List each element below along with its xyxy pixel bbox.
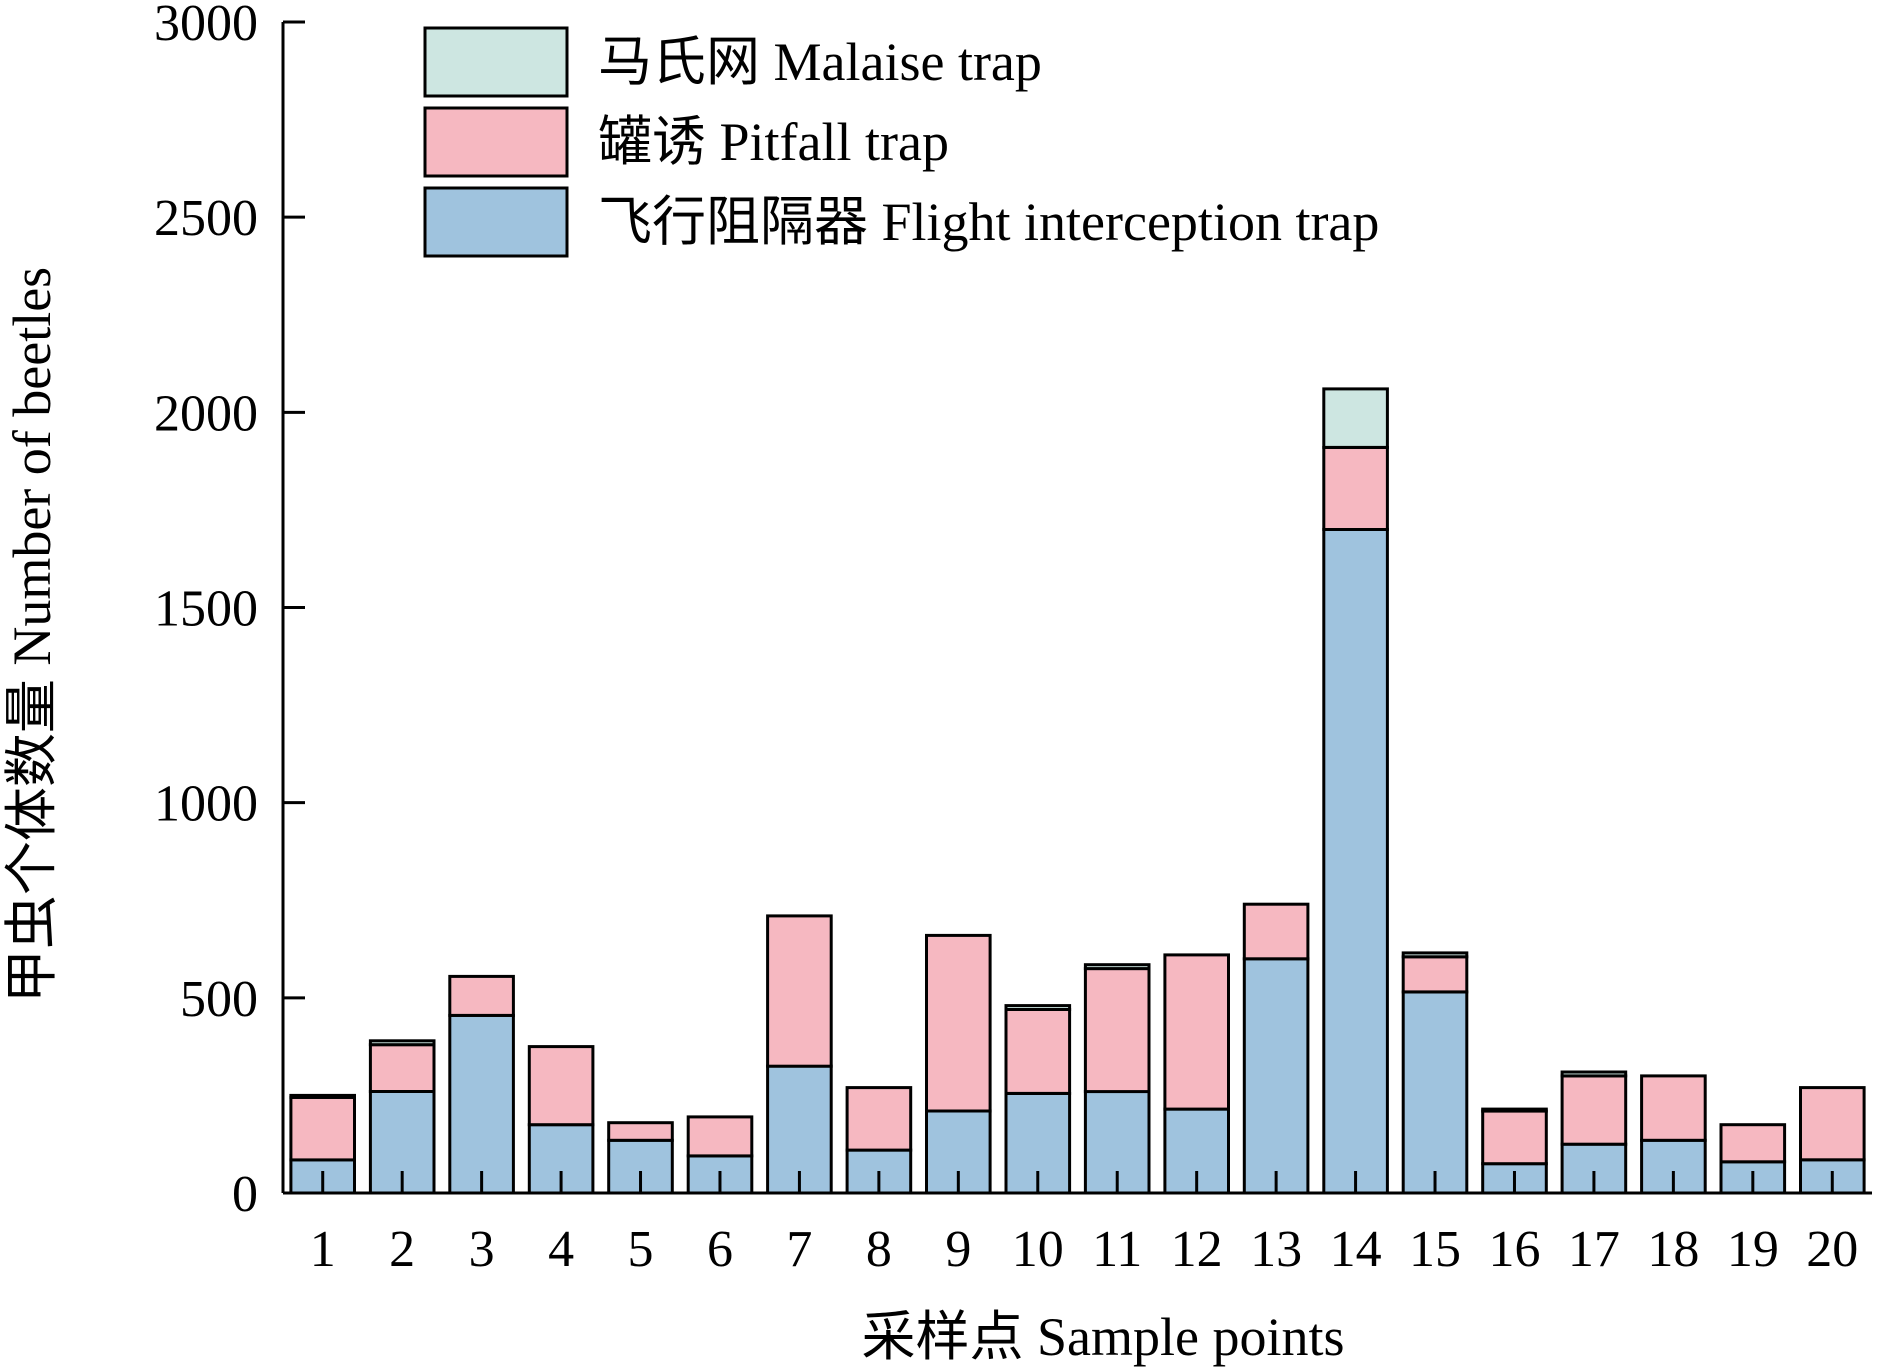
bar-segment-pitfall-9 (925, 933, 992, 1113)
x-tick-label: 6 (707, 1221, 733, 1278)
bar-segment-pitfall-13 (1242, 902, 1310, 961)
bar-segment-pitfall-5 (607, 1121, 674, 1142)
x-tick-label: 18 (1647, 1221, 1699, 1278)
x-tick-label: 9 (945, 1221, 971, 1278)
y-tick-label: 2000 (154, 385, 258, 442)
bar-segment-pitfall-12 (1163, 953, 1231, 1111)
bar-segment-pitfall-18 (1640, 1074, 1707, 1142)
bar-segment-flight-3 (448, 1013, 515, 1195)
x-tick-label: 11 (1092, 1221, 1142, 1278)
y-tick-label: 1500 (154, 581, 258, 638)
legend-label-flight: 飞行阻隔器 Flight interception trap (598, 192, 1379, 252)
x-tick-label: 15 (1409, 1221, 1461, 1278)
x-tick-label: 8 (866, 1221, 892, 1278)
x-tick-label: 12 (1171, 1221, 1223, 1278)
legend-swatch-flight (423, 186, 569, 258)
x-tick-label: 2 (389, 1221, 415, 1278)
bar-segment-malaise-16 (1481, 1107, 1548, 1113)
y-axis-title: 甲虫个体数量 Number of beetles (2, 267, 62, 1003)
legend-swatch-malaise (423, 26, 569, 98)
legend-label-pitfall: 罐诱 Pitfall trap (598, 112, 949, 172)
x-tick-label: 10 (1012, 1221, 1064, 1278)
bar-segment-pitfall-1 (289, 1095, 356, 1162)
bar-segment-pitfall-10 (1004, 1008, 1072, 1095)
y-tick-label: 2500 (154, 190, 258, 247)
x-tick-label: 7 (786, 1221, 812, 1278)
bar-segment-pitfall-3 (448, 974, 515, 1017)
x-tick-label: 17 (1568, 1221, 1620, 1278)
x-tick-label: 13 (1250, 1221, 1302, 1278)
bar-segment-pitfall-20 (1799, 1086, 1866, 1162)
y-tick-label: 0 (232, 1166, 258, 1223)
bar-segment-malaise-15 (1401, 951, 1469, 959)
bar-segment-malaise-10 (1004, 1004, 1072, 1011)
bar-segment-flight-15 (1401, 990, 1469, 1195)
bar-segment-pitfall-16 (1481, 1109, 1548, 1166)
y-tick-label: 1000 (154, 776, 258, 833)
y-tick-label: 500 (180, 971, 258, 1028)
bar-segment-pitfall-17 (1560, 1074, 1628, 1146)
x-tick-label: 20 (1806, 1221, 1858, 1278)
x-tick-label: 1 (310, 1221, 336, 1278)
legend-label-malaise: 马氏网 Malaise trap (598, 32, 1042, 92)
bar-segment-malaise-14 (1322, 387, 1389, 449)
bar-segment-pitfall-8 (845, 1086, 913, 1152)
bar-segment-pitfall-2 (368, 1043, 436, 1093)
x-tick-label: 16 (1488, 1221, 1540, 1278)
bar-segment-pitfall-7 (766, 914, 833, 1068)
x-tick-label: 14 (1330, 1221, 1382, 1278)
bar-segment-malaise-1 (289, 1093, 356, 1099)
bars-layer (289, 387, 1866, 1195)
bar-segment-malaise-11 (1083, 963, 1151, 971)
bar-segment-flight-13 (1242, 957, 1310, 1195)
bar-segment-pitfall-6 (686, 1115, 754, 1158)
x-tick-label: 4 (548, 1221, 574, 1278)
bar-segment-pitfall-11 (1083, 967, 1151, 1094)
x-tick-label: 19 (1727, 1221, 1779, 1278)
y-tick-label: 3000 (154, 0, 258, 52)
legend-swatch-pitfall (423, 106, 569, 178)
bar-segment-malaise-2 (368, 1039, 436, 1047)
bar-segment-flight-14 (1322, 527, 1389, 1195)
x-axis-title: 采样点 Sample points (862, 1307, 1345, 1367)
x-tick-label: 5 (628, 1221, 654, 1278)
legend: 马氏网 Malaise trap 罐诱 Pitfall trap 飞行阻隔器 Fli… (423, 26, 1379, 258)
x-tick-label: 3 (469, 1221, 495, 1278)
bar-segment-pitfall-4 (527, 1045, 595, 1127)
bar-segment-pitfall-14 (1322, 446, 1389, 531)
bar-segment-pitfall-15 (1401, 955, 1469, 994)
bar-segment-pitfall-19 (1719, 1123, 1787, 1164)
bar-segment-malaise-17 (1560, 1070, 1628, 1078)
